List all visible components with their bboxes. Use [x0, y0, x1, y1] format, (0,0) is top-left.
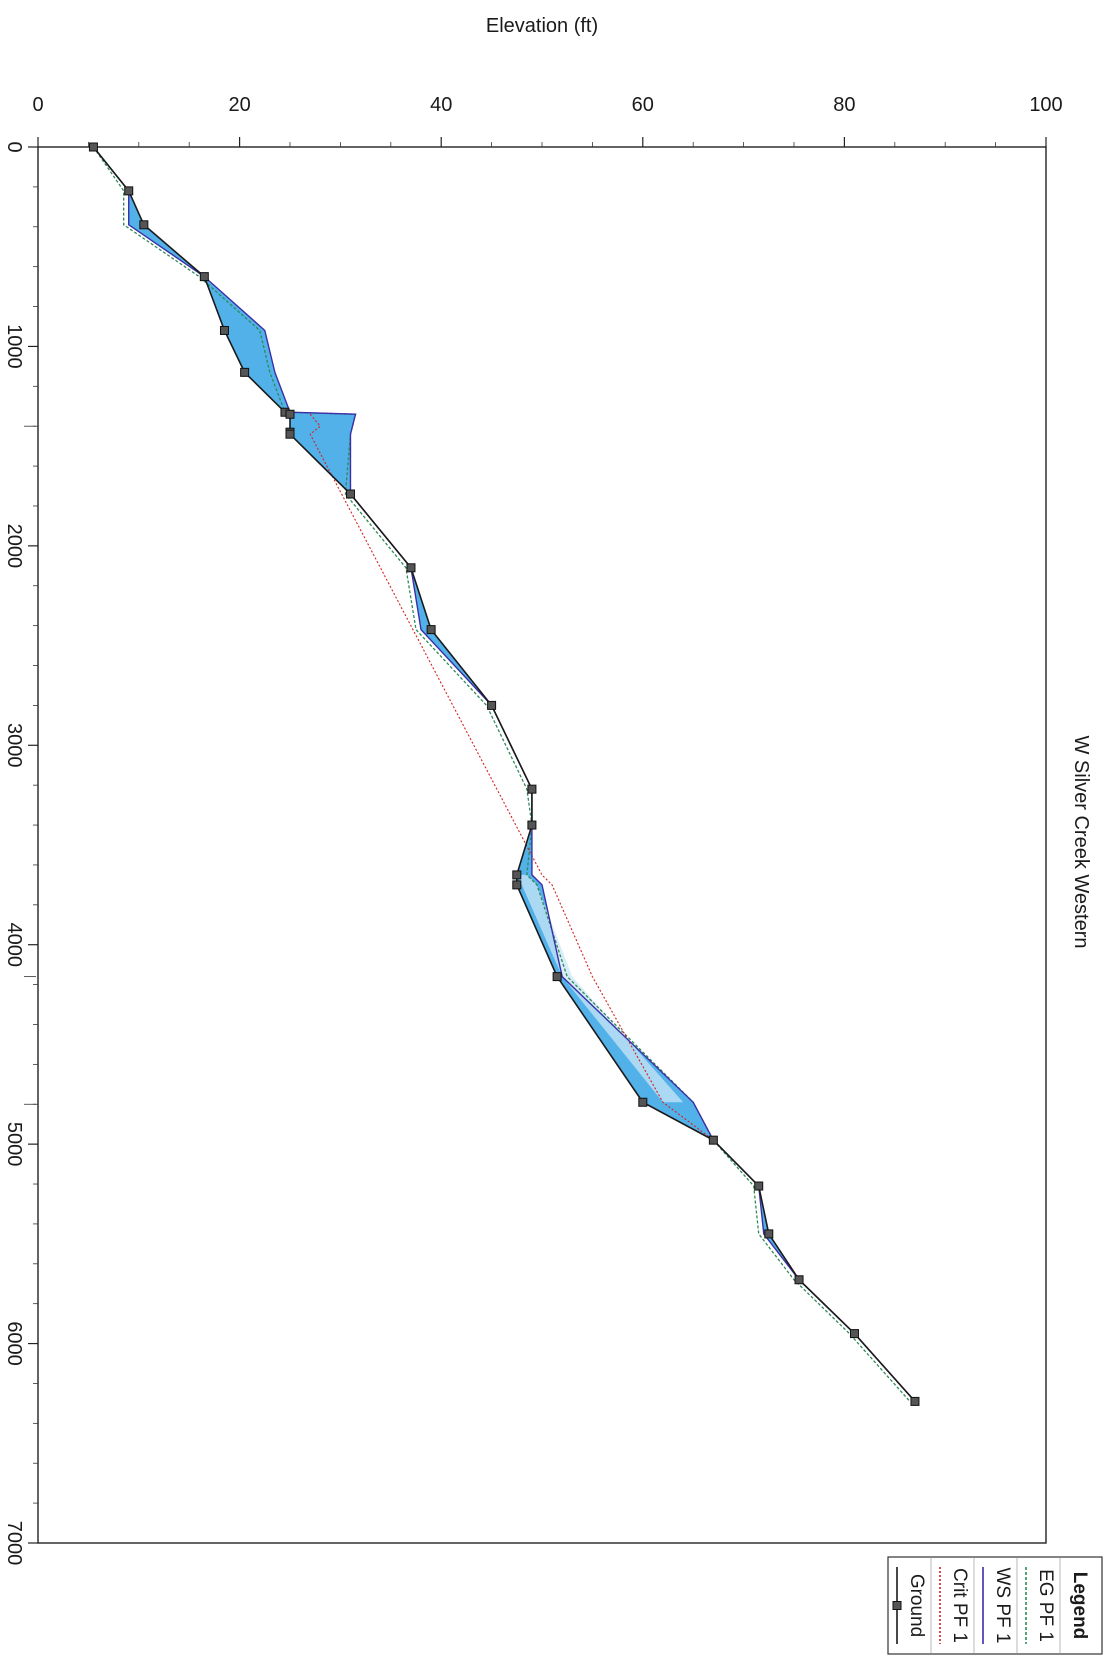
legend-box	[887, 1556, 1103, 1655]
ground-point	[487, 700, 497, 710]
ground-point	[512, 870, 522, 880]
legend-title: Legend	[1069, 1572, 1090, 1640]
chart-title: W Silver Creek Western	[1070, 735, 1092, 948]
crit-line	[309, 413, 714, 1141]
ground-point	[88, 142, 98, 152]
ground-point	[849, 1329, 859, 1339]
y-tick-label: 80	[833, 94, 855, 116]
legend-label: Crit PF 1	[949, 1568, 970, 1643]
eg-line	[92, 146, 911, 1402]
ground-point	[139, 220, 149, 230]
x-tick-label: 7000	[3, 1521, 25, 1566]
ground-point	[345, 489, 355, 499]
fill-highlight	[516, 874, 684, 1103]
y-tick-label: 100	[1029, 94, 1062, 116]
ground-point	[219, 325, 229, 335]
y-axis-title: Elevation (ft)	[486, 15, 598, 37]
legend-marker	[892, 1601, 902, 1610]
x-tick-label: 2000	[3, 524, 25, 569]
legend-label: WS PF 1	[992, 1567, 1013, 1643]
ground-point	[910, 1396, 920, 1406]
ground-point	[764, 1229, 774, 1239]
ws-line	[92, 146, 916, 1402]
x-tick-label: 3000	[3, 723, 25, 768]
ground-point	[512, 880, 522, 890]
y-tick-label: 0	[32, 94, 43, 116]
ground-line	[92, 146, 916, 1402]
legend-label: Ground	[906, 1574, 927, 1637]
y-tick-label: 20	[228, 94, 250, 116]
ground-point	[638, 1097, 648, 1107]
ground-point	[527, 820, 537, 830]
legend-label: EG PF 1	[1035, 1569, 1056, 1642]
legend: Legend EG PF 1 WS PF 1 Crit PF 1 Ground	[887, 1556, 1103, 1655]
ground-point	[426, 625, 436, 635]
water-surface-fill	[93, 147, 915, 1402]
ground-point	[240, 367, 250, 377]
ground-point	[708, 1135, 718, 1145]
y-tick-label: 60	[632, 94, 654, 116]
ground-point	[285, 429, 295, 439]
ground-point	[794, 1275, 804, 1285]
x-tick-label: 1000	[3, 324, 25, 369]
ground-point	[754, 1181, 764, 1191]
x-tick-label: 0	[3, 141, 25, 152]
x-tick-label: 4000	[3, 922, 25, 967]
ground-point	[285, 409, 295, 419]
plot-frame	[37, 146, 1047, 1544]
y-tick-label: 40	[430, 94, 452, 116]
ground-point	[527, 784, 537, 794]
x-tick-label: 6000	[3, 1321, 25, 1366]
ground-point	[199, 272, 209, 282]
ground-point	[552, 972, 562, 982]
x-tick-label: 5000	[3, 1122, 25, 1167]
ground-point	[406, 563, 416, 573]
ground-point	[124, 186, 134, 196]
